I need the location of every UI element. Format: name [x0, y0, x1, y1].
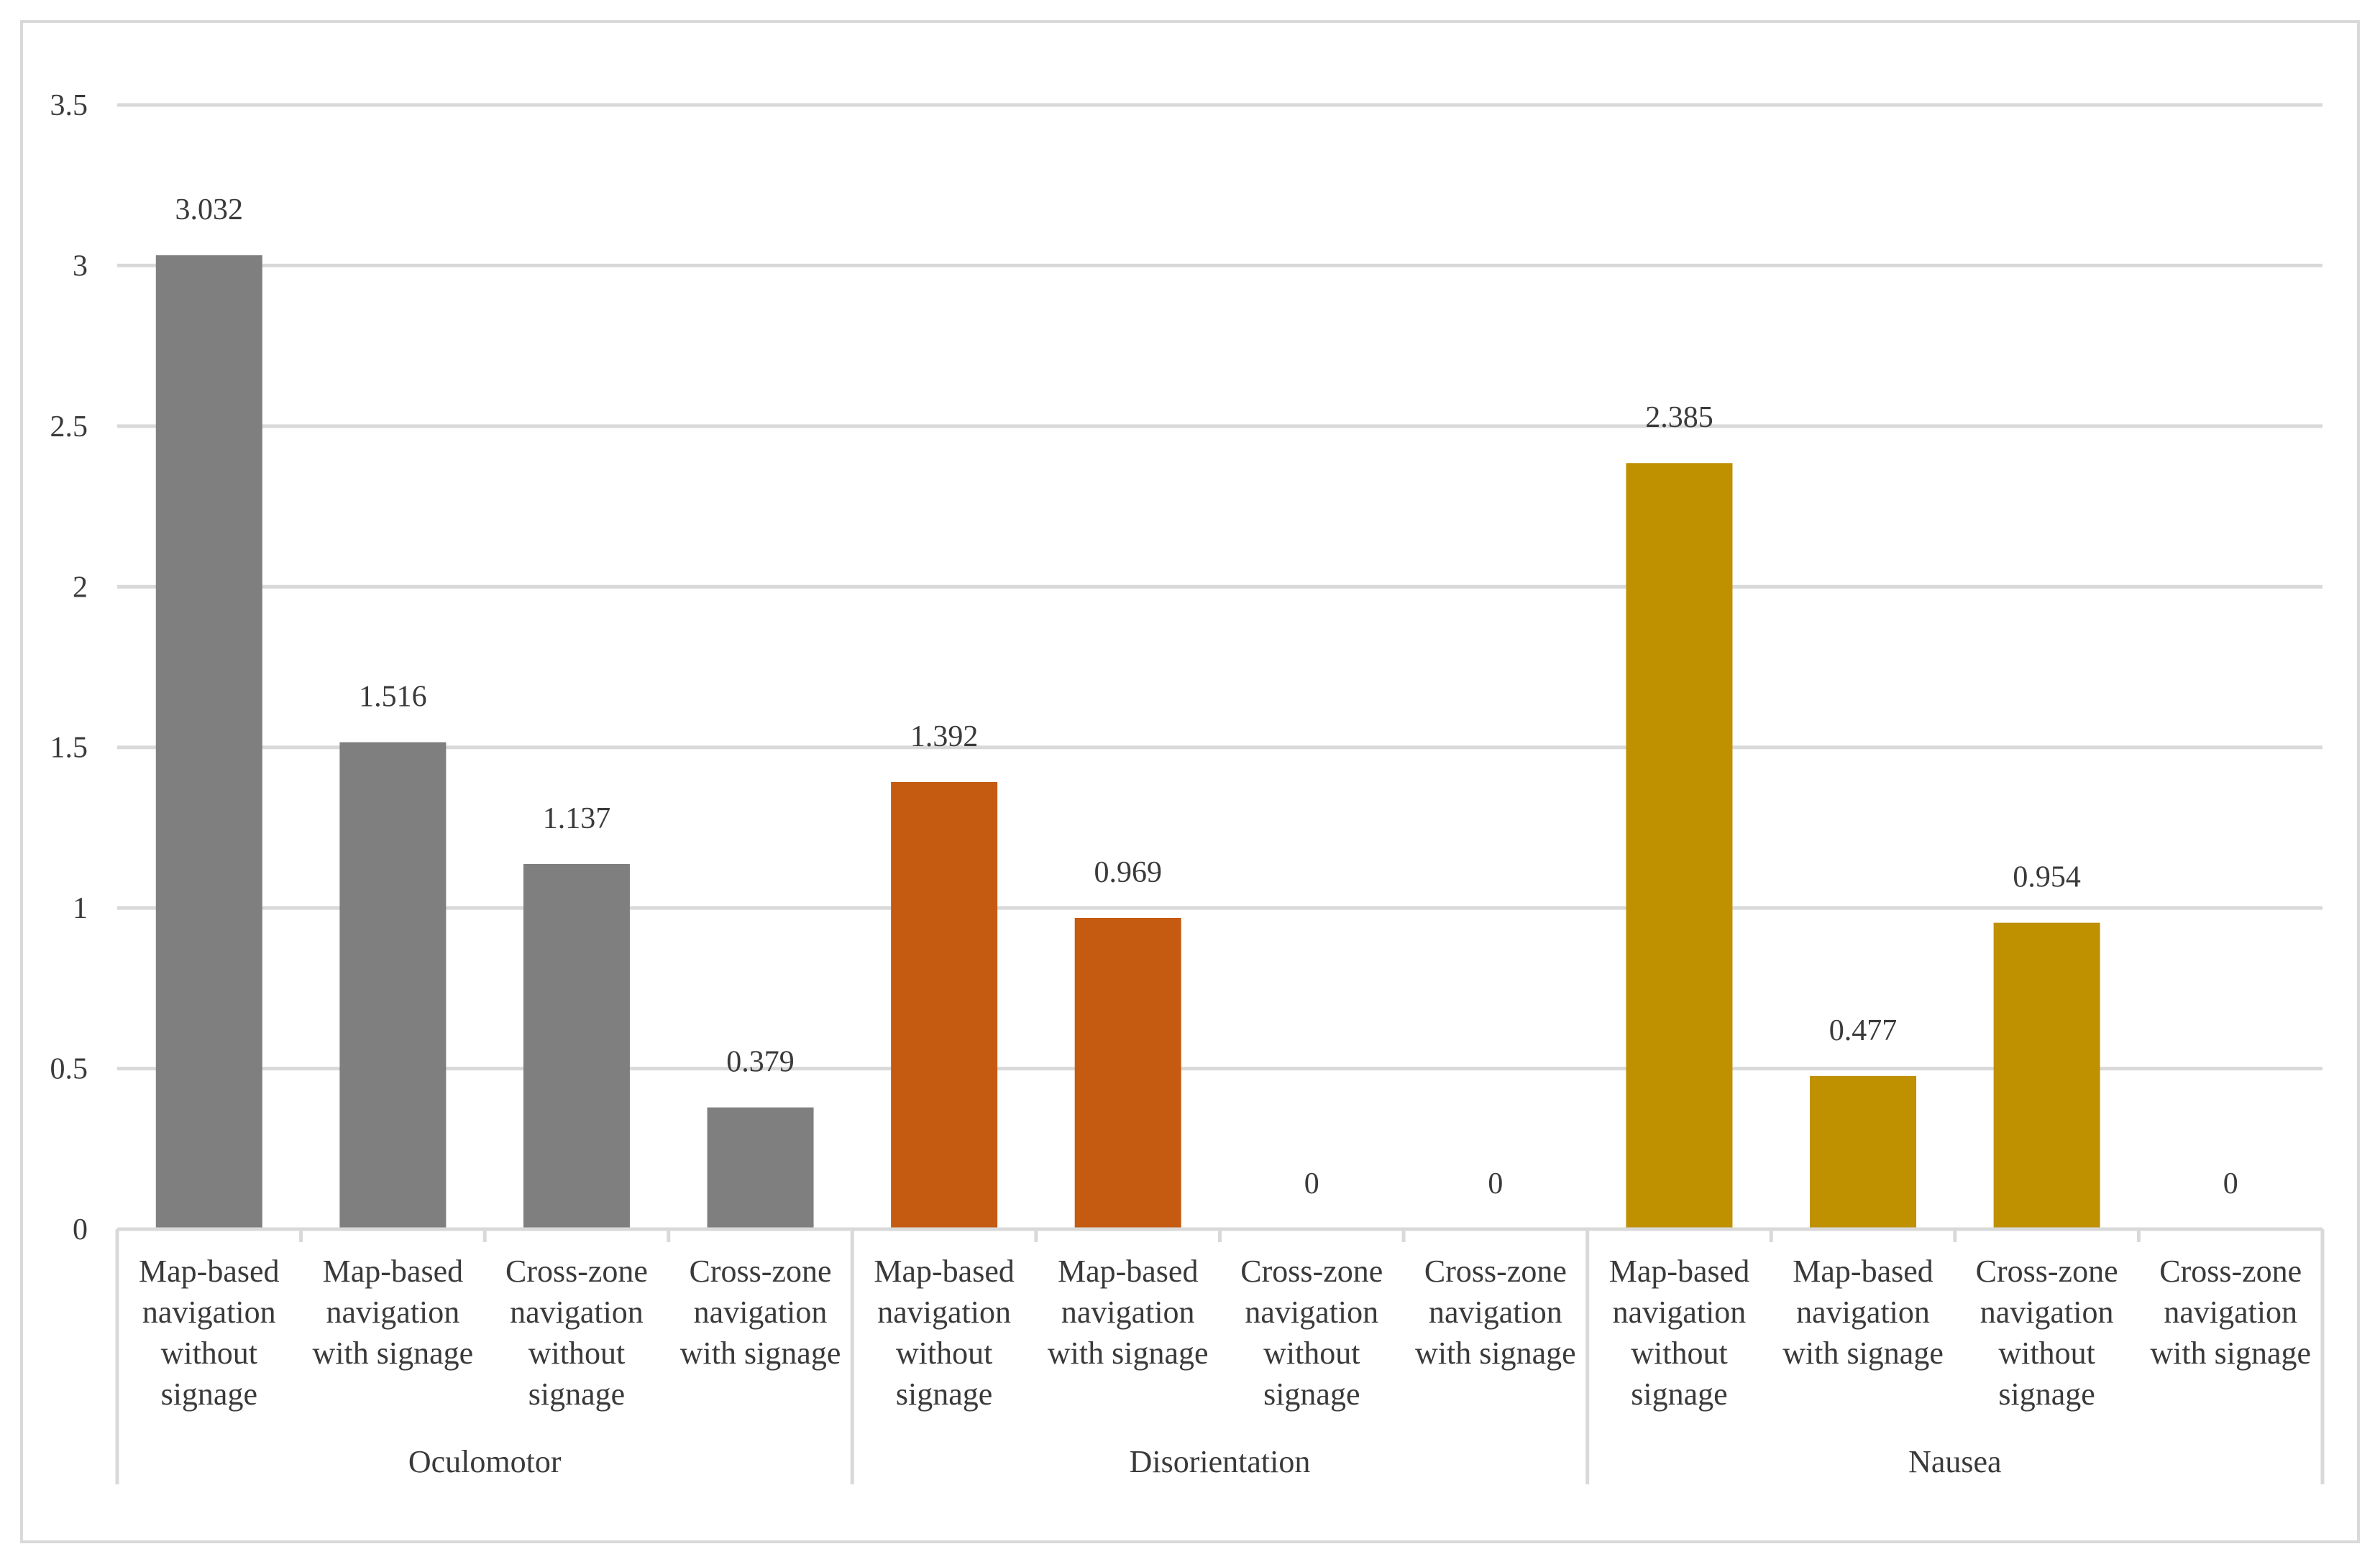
- x-category-label-line: navigation: [1980, 1295, 2114, 1330]
- x-category-label-line: signage: [1263, 1377, 1360, 1412]
- x-category-label: Map-based navigation without signage: [139, 1254, 280, 1412]
- data-label: 0.477: [1829, 1014, 1898, 1047]
- bar: [339, 742, 447, 1229]
- data-label: 1.137: [543, 802, 611, 835]
- x-group-label: Disorientation: [1130, 1444, 1311, 1479]
- x-category-label: Map-based navigation without signage: [874, 1254, 1015, 1412]
- x-category-label: Cross-zone navigation without signage: [1976, 1254, 2118, 1412]
- x-category-label: Cross-zone navigation without signage: [505, 1254, 648, 1412]
- data-label: 1.516: [359, 681, 427, 714]
- x-category-label-line: Cross-zone: [1240, 1254, 1383, 1289]
- x-category-label-line: without: [161, 1336, 257, 1371]
- x-category-label-line: navigation: [510, 1295, 644, 1330]
- x-category-label-line: navigation: [1061, 1295, 1195, 1330]
- y-tick-label: 0: [73, 1213, 88, 1246]
- y-tick-label: 0.5: [50, 1053, 88, 1086]
- bar: [1810, 1075, 1917, 1229]
- x-category-label-line: navigation: [2164, 1295, 2297, 1330]
- x-category-label-line: with signage: [1048, 1336, 1209, 1371]
- x-category-label-line: navigation: [1613, 1295, 1747, 1330]
- bar: [1993, 922, 2100, 1229]
- x-category-label-line: Map-based: [139, 1254, 280, 1289]
- x-group-label: Oculomotor: [408, 1444, 562, 1479]
- x-axis: Map-based navigation without signageMap-bas…: [115, 1227, 2325, 1484]
- x-category-label-line: signage: [1998, 1377, 2095, 1412]
- x-category-label-line: without: [1631, 1336, 1727, 1371]
- x-category-label-line: without: [1263, 1336, 1360, 1371]
- y-tick-label: 2: [73, 571, 88, 604]
- x-category-label-line: navigation: [1245, 1295, 1378, 1330]
- y-tick-label: 1: [73, 892, 88, 925]
- x-group-label: Nausea: [1908, 1444, 2002, 1479]
- data-label: 0.954: [2013, 861, 2081, 894]
- x-category-label-line: with signage: [1782, 1336, 1944, 1371]
- y-tick-label: 1.5: [50, 732, 88, 765]
- x-category-label-line: navigation: [694, 1295, 828, 1330]
- x-category-label-line: Map-based: [1793, 1254, 1933, 1289]
- bar: [523, 863, 630, 1229]
- x-category-label: Map-based navigation without signage: [1609, 1254, 1750, 1412]
- y-tick-label: 3.5: [50, 89, 88, 122]
- x-category-label-line: signage: [161, 1377, 257, 1412]
- x-category-label: Map-based navigation with signage: [1048, 1254, 1209, 1371]
- data-label: 1.392: [910, 720, 979, 753]
- y-axis-ticks: 0 0.5 1 1.5 2 2.5 3 3.5: [50, 89, 88, 1246]
- x-category-label: Map-based navigation with signage: [313, 1254, 474, 1371]
- x-category-label-line: with signage: [313, 1336, 474, 1371]
- bar: [1626, 463, 1733, 1229]
- x-category-label-line: without: [896, 1336, 992, 1371]
- data-label: 0: [2223, 1167, 2238, 1200]
- data-label: 0: [1304, 1167, 1319, 1200]
- bars: 3.032 1.516 1.137 0.379 1.392 0.969 0 0 2.385 0.4…: [155, 193, 2238, 1229]
- y-tick-label: 2.5: [50, 410, 88, 444]
- bar: [707, 1107, 814, 1229]
- x-category-label: Cross-zone navigation with signage: [680, 1254, 841, 1371]
- x-category-label-line: navigation: [1796, 1295, 1930, 1330]
- x-category-label-line: Map-based: [874, 1254, 1015, 1289]
- data-label: 0.379: [726, 1046, 795, 1079]
- x-category-label-line: navigation: [326, 1295, 460, 1330]
- data-label: 0: [1488, 1167, 1503, 1200]
- data-label: 0.969: [1094, 856, 1162, 889]
- x-category-label-line: Cross-zone: [505, 1254, 648, 1289]
- x-category-label: Cross-zone navigation without signage: [1240, 1254, 1383, 1412]
- x-category-label-line: signage: [1631, 1377, 1727, 1412]
- bar: [1074, 917, 1181, 1229]
- x-category-label-line: navigation: [142, 1295, 276, 1330]
- x-category-label-line: Cross-zone: [2159, 1254, 2302, 1289]
- data-label: 2.385: [1645, 401, 1713, 434]
- bar: [891, 781, 998, 1229]
- x-category-label-line: with signage: [680, 1336, 841, 1371]
- x-category-label-line: with signage: [1415, 1336, 1576, 1371]
- x-category-label: Cross-zone navigation with signage: [2150, 1254, 2311, 1371]
- x-category-label-line: signage: [528, 1377, 625, 1412]
- y-tick-label: 3: [73, 249, 88, 282]
- x-category-label-line: without: [528, 1336, 625, 1371]
- x-category-label-line: Cross-zone: [690, 1254, 832, 1289]
- x-category-label-line: without: [1998, 1336, 2095, 1371]
- x-category-label-line: Map-based: [323, 1254, 464, 1289]
- x-category-label-line: navigation: [1429, 1295, 1562, 1330]
- x-category-label: Map-based navigation with signage: [1782, 1254, 1944, 1371]
- x-category-label-line: with signage: [2150, 1336, 2311, 1371]
- x-category-label-line: Cross-zone: [1976, 1254, 2118, 1289]
- x-category-label-line: navigation: [877, 1295, 1011, 1330]
- x-category-label: Cross-zone navigation with signage: [1415, 1254, 1576, 1371]
- x-category-label-line: Map-based: [1058, 1254, 1199, 1289]
- gridlines: [117, 103, 2322, 1071]
- x-category-label-line: signage: [896, 1377, 992, 1412]
- x-category-label-line: Cross-zone: [1424, 1254, 1567, 1289]
- bar: [155, 255, 262, 1229]
- x-category-label-line: Map-based: [1609, 1254, 1750, 1289]
- data-label: 3.032: [175, 193, 244, 226]
